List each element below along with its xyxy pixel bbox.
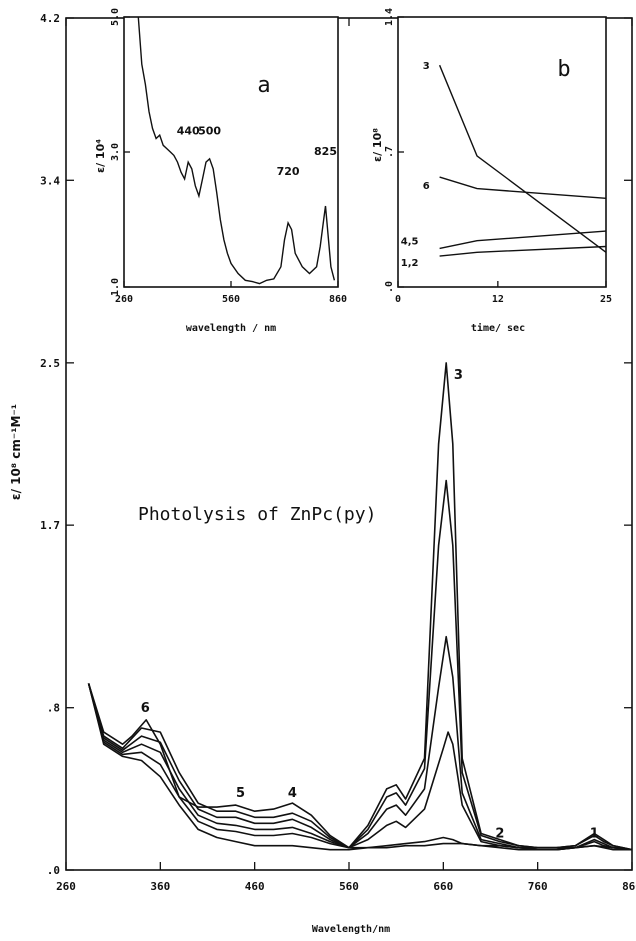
inset-a-y-tick-label: 1.0 [110, 278, 121, 296]
main-x-tick-label: 360 [150, 880, 170, 893]
inset-a-peak-label: 440 [177, 125, 200, 138]
inset-b-y-tick-label: .0 [384, 281, 395, 293]
inset-a-peak-label: 500 [198, 125, 221, 138]
inset-a-background [124, 17, 338, 307]
inset-b-curve-label: 6 [423, 181, 430, 192]
main-y-axis-label: ε/ 10⁸ cm⁻¹M⁻¹ [9, 404, 23, 500]
inset-b-x-axis-label: time/ sec [471, 322, 525, 334]
inset-b-y-axis-label: ε/ 10⁸ [371, 128, 384, 162]
main-y-tick-label: 1.7 [40, 519, 60, 532]
main-y-tick-label: .8 [47, 702, 60, 715]
main-curve-label: 1 [590, 827, 599, 842]
main-y-tick-label: 2.5 [40, 357, 60, 370]
main-series-line [87, 362, 633, 851]
inset-a-spectrum-line [137, 16, 336, 285]
inset-a-panel-label: a [257, 73, 270, 98]
main-y-tick-label: 4.2 [40, 12, 60, 25]
main-curve-label: 6 [141, 701, 150, 716]
inset-a-peak-label: 825 [314, 145, 337, 158]
inset-a-x-tick-label: 860 [329, 294, 347, 305]
main-curve-label: 2 [495, 827, 504, 842]
inset-a-x-tick-label: 260 [115, 294, 133, 305]
main-curve-label: 3 [454, 368, 463, 383]
inset-b-series-line [439, 245, 607, 257]
inset-a-peak-label: 720 [277, 165, 300, 178]
main-series-line [87, 683, 633, 851]
inset-b-chart: 0 12 25 .0 .7 1.4 3 6 4,5 1,2 b time/ sec ε/ 10⁸ [371, 8, 612, 334]
inset-b-background [398, 17, 606, 307]
main-title: Photolysis of ZnPc(py) [138, 504, 376, 525]
main-x-tick-label: 860 [622, 880, 636, 893]
inset-b-series-line [438, 64, 607, 253]
inset-b-x-tick-label: 0 [395, 294, 401, 305]
inset-b-panel-label: b [557, 57, 570, 82]
inset-a-y-tick-label: 3.0 [110, 143, 121, 161]
inset-a-x-tick-label: 560 [222, 294, 240, 305]
main-x-axis-label: Wavelength/nm [312, 924, 390, 935]
inset-b-x-tick-label: 12 [492, 294, 504, 305]
inset-b-series-line [439, 176, 607, 199]
main-series-line [87, 683, 632, 851]
main-x-tick-label: 260 [56, 880, 76, 893]
inset-b-y-tick-label: 1.4 [384, 8, 395, 26]
inset-a-y-axis-label: ε/ 10⁴ [94, 139, 107, 173]
main-series-line [87, 683, 633, 851]
inset-b-curve-label: 3 [423, 61, 430, 72]
main-x-tick-label: 660 [433, 880, 453, 893]
inset-a-y-tick-label: 5.0 [110, 8, 121, 26]
main-curve-label: 5 [236, 786, 245, 801]
main-y-tick-label: 3.4 [40, 174, 60, 187]
inset-b-y-tick-label: .7 [384, 146, 395, 158]
main-x-tick-label: 760 [528, 880, 548, 893]
main-curve-label: 4 [288, 786, 297, 801]
inset-b-series-line [439, 230, 607, 250]
main-series-line [87, 479, 633, 851]
inset-a-x-axis-label: wavelength / nm [186, 323, 276, 334]
inset-b-curve-label: 1,2 [401, 258, 419, 269]
main-chart: 260360460560660760860.0.81.72.53.44.2654… [9, 12, 636, 935]
inset-b-curve-label: 4,5 [401, 237, 419, 248]
main-x-tick-label: 460 [245, 880, 265, 893]
main-series-line [87, 635, 633, 851]
main-x-tick-label: 560 [339, 880, 359, 893]
main-y-tick-label: .0 [47, 864, 60, 877]
inset-b-x-tick-label: 25 [600, 294, 612, 305]
